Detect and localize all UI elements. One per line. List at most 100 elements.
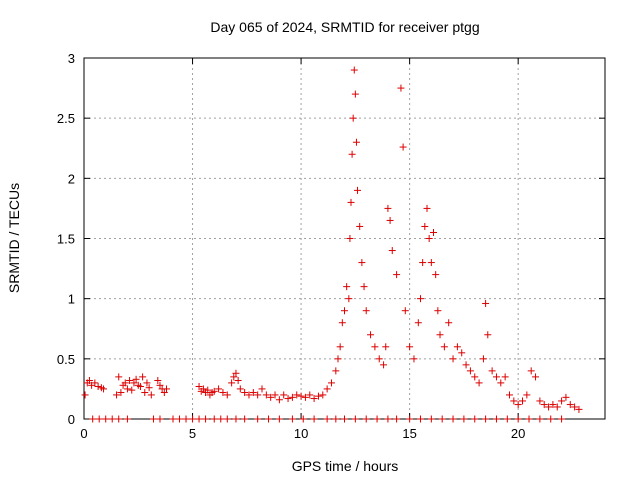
data-point — [108, 415, 116, 423]
data-point — [234, 376, 242, 384]
data-point — [228, 379, 236, 387]
data-point — [182, 415, 190, 423]
data-point — [553, 403, 561, 411]
data-point — [399, 143, 407, 151]
data-point — [471, 373, 479, 381]
data-point — [545, 403, 553, 411]
data-point — [147, 391, 155, 399]
data-point — [458, 349, 466, 357]
data-point — [514, 401, 522, 409]
data-point — [126, 376, 134, 384]
data-point — [232, 415, 240, 423]
data-point — [267, 393, 275, 401]
data-point — [241, 389, 249, 397]
data-point — [81, 391, 89, 399]
data-point — [202, 415, 210, 423]
data-point — [345, 295, 353, 303]
data-point — [453, 343, 461, 351]
x-tick-label: 15 — [402, 426, 416, 441]
data-point — [401, 307, 409, 315]
data-point — [204, 386, 212, 394]
data-point — [219, 389, 227, 397]
chart-title: Day 065 of 2024, SRMTID for receiver ptg… — [210, 19, 479, 35]
data-point — [505, 391, 513, 399]
data-point — [532, 373, 540, 381]
data-point — [519, 397, 527, 405]
data-point — [162, 385, 170, 393]
data-point — [558, 397, 566, 405]
data-point — [334, 355, 342, 363]
y-tick-label: 0 — [68, 412, 75, 427]
data-point — [199, 385, 207, 393]
data-point — [314, 392, 322, 400]
data-point — [280, 391, 288, 399]
data-point — [156, 415, 164, 423]
data-point — [432, 271, 440, 279]
data-point — [223, 415, 231, 423]
data-point — [384, 415, 392, 423]
data-point — [332, 367, 340, 375]
y-tick-label: 2.5 — [57, 111, 75, 126]
data-point — [388, 247, 396, 255]
data-point — [347, 198, 355, 206]
data-point — [301, 393, 309, 401]
data-point — [497, 379, 505, 387]
data-point — [100, 385, 108, 393]
data-point — [117, 389, 125, 397]
data-point — [423, 204, 431, 212]
data-point — [414, 319, 422, 327]
data-point — [258, 385, 266, 393]
data-point — [121, 379, 129, 387]
data-point — [523, 391, 531, 399]
data-point — [488, 367, 496, 375]
y-tick-labels: 0 0.5 1 1.5 2 2.5 3 — [57, 51, 75, 427]
data-point — [123, 415, 131, 423]
data-point — [566, 401, 574, 409]
data-point — [348, 150, 356, 158]
data-point — [482, 299, 490, 307]
y-tick-label: 1 — [68, 292, 75, 307]
data-point — [115, 415, 123, 423]
data-point — [436, 331, 444, 339]
data-point — [230, 373, 238, 381]
data-point — [102, 415, 110, 423]
data-point — [169, 415, 177, 423]
data-point — [434, 307, 442, 315]
data-point — [113, 391, 121, 399]
data-point — [549, 401, 557, 409]
data-point — [367, 331, 375, 339]
data-point — [416, 415, 424, 423]
data-point — [482, 415, 490, 423]
data-point — [547, 415, 555, 423]
data-point — [438, 415, 446, 423]
y-tick-label: 2 — [68, 171, 75, 186]
data-point — [341, 307, 348, 315]
data-point — [245, 391, 253, 399]
data-point — [371, 343, 379, 351]
data-point — [406, 343, 414, 351]
x-tick-label: 0 — [80, 426, 87, 441]
data-point — [382, 343, 390, 351]
data-point — [575, 405, 583, 413]
data-point — [123, 385, 131, 393]
data-point — [323, 385, 331, 393]
data-point — [350, 66, 358, 74]
y-tick-label: 1.5 — [57, 232, 75, 247]
data-point — [351, 415, 359, 423]
data-point — [195, 415, 203, 423]
data-point — [145, 384, 153, 392]
data-point — [223, 391, 231, 399]
data-point — [351, 90, 359, 98]
data-point — [136, 383, 144, 391]
data-point — [501, 373, 509, 381]
data-point — [288, 393, 296, 401]
data-point — [154, 376, 162, 384]
data-point — [354, 186, 362, 194]
data-point — [189, 415, 197, 423]
data-point — [149, 415, 157, 423]
data-point — [416, 295, 424, 303]
data-point — [449, 415, 457, 423]
data-point — [492, 415, 500, 423]
data-point — [384, 204, 392, 212]
